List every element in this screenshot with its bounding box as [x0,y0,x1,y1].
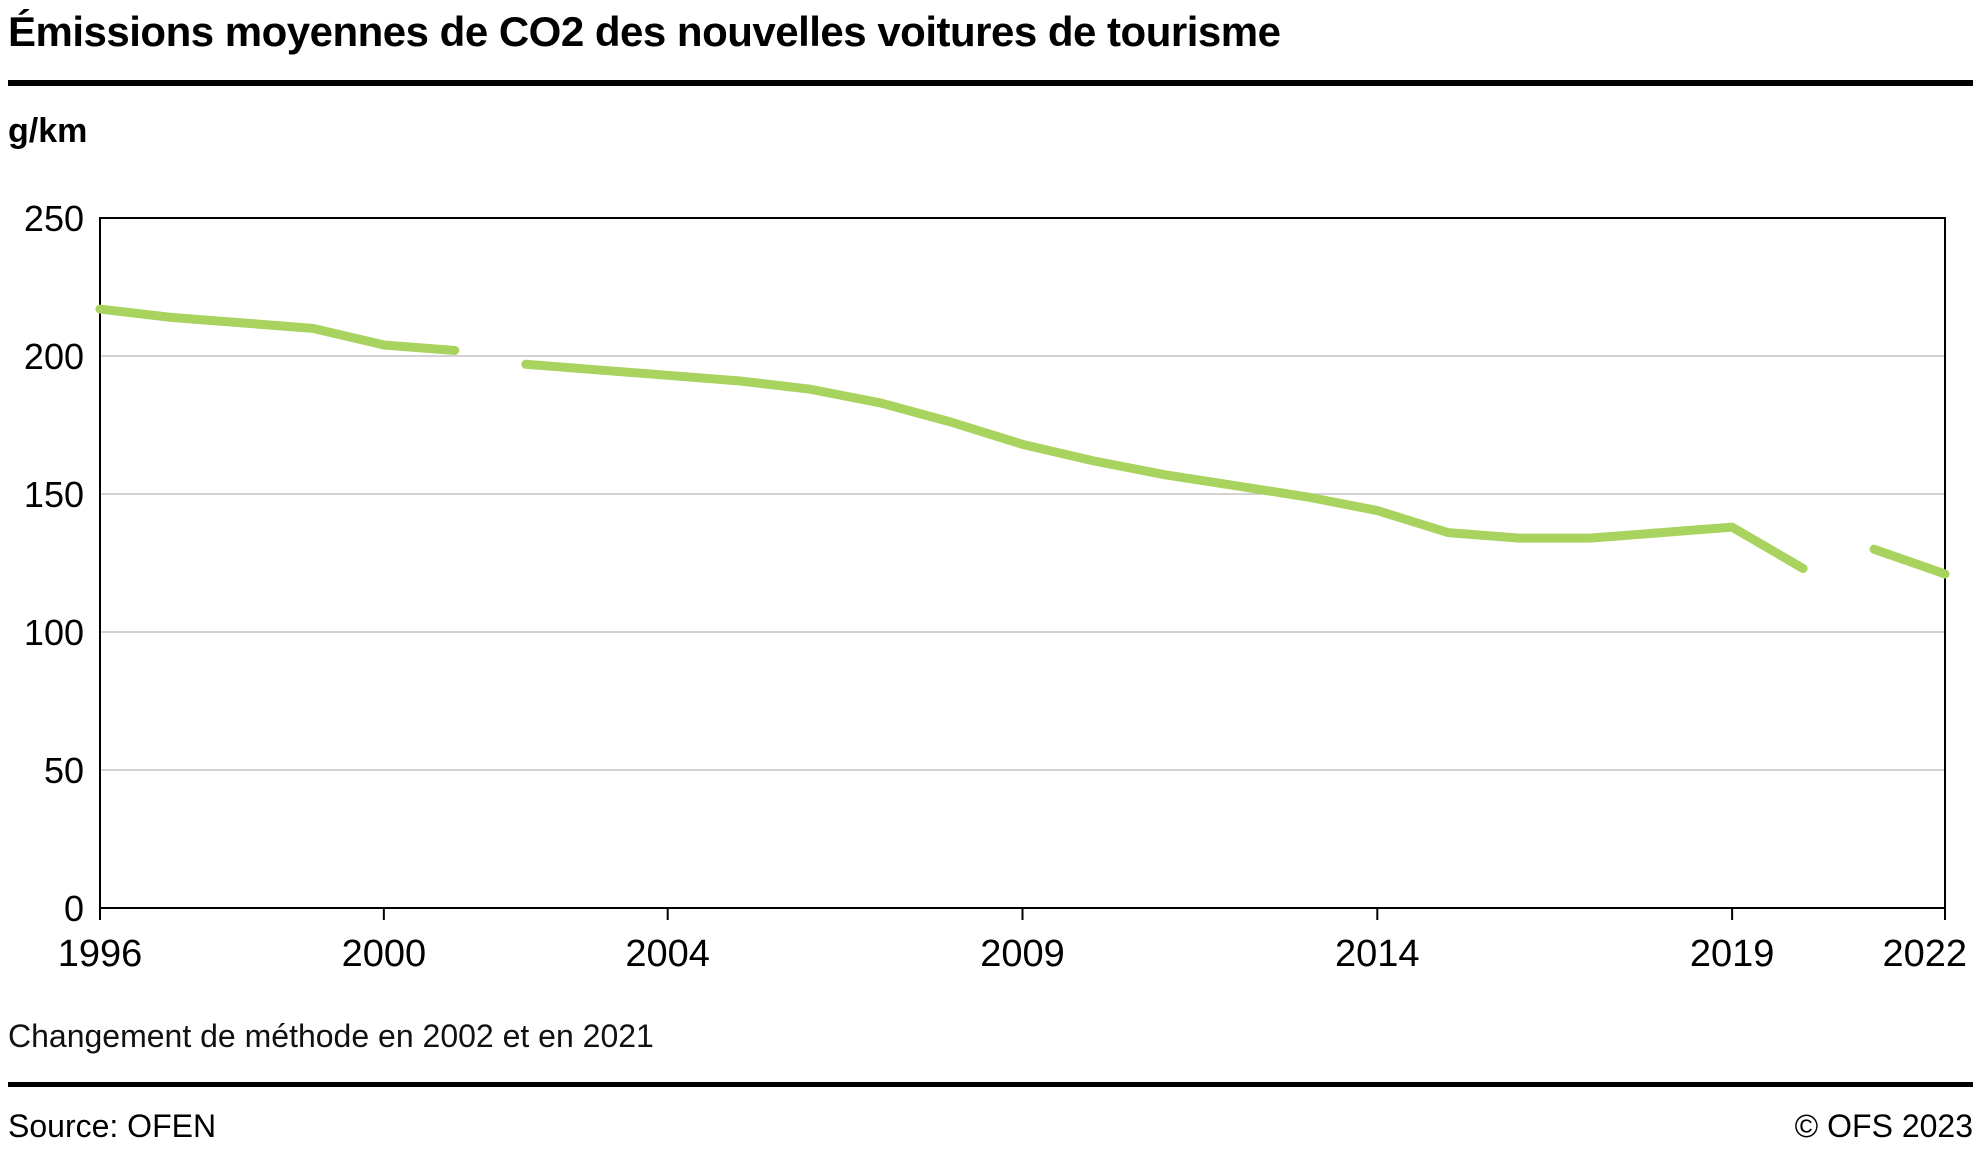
line-chart: 0 50 100 150 200 250 1996 2000 2004 2009 2014 2019 2… [24,198,1967,975]
svg-text:2009: 2009 [980,933,1065,975]
svg-text:2000: 2000 [342,933,427,975]
footer-row: Source: OFEN © OFS 2023 [8,1108,1973,1145]
svg-text:150: 150 [24,474,84,515]
method-change-footnote: Changement de méthode en 2002 et en 2021 [8,1018,654,1054]
svg-text:2004: 2004 [625,933,710,975]
svg-text:100: 100 [24,612,84,653]
footer-divider [8,1082,1973,1087]
svg-text:2022: 2022 [1882,933,1967,975]
source-label: Source: OFEN [8,1108,217,1144]
chart-title: Émissions moyennes de CO2 des nouvelles … [8,8,1281,55]
copyright-label: © OFS 2023 [1794,1108,1973,1144]
svg-text:50: 50 [44,750,84,791]
y-axis-unit-label: g/km [8,112,88,150]
title-divider [8,80,1973,86]
svg-text:250: 250 [24,198,84,239]
svg-text:1996: 1996 [58,933,143,975]
svg-text:2019: 2019 [1690,933,1775,975]
svg-text:2014: 2014 [1335,933,1420,975]
svg-text:0: 0 [64,888,84,929]
svg-text:200: 200 [24,336,84,377]
